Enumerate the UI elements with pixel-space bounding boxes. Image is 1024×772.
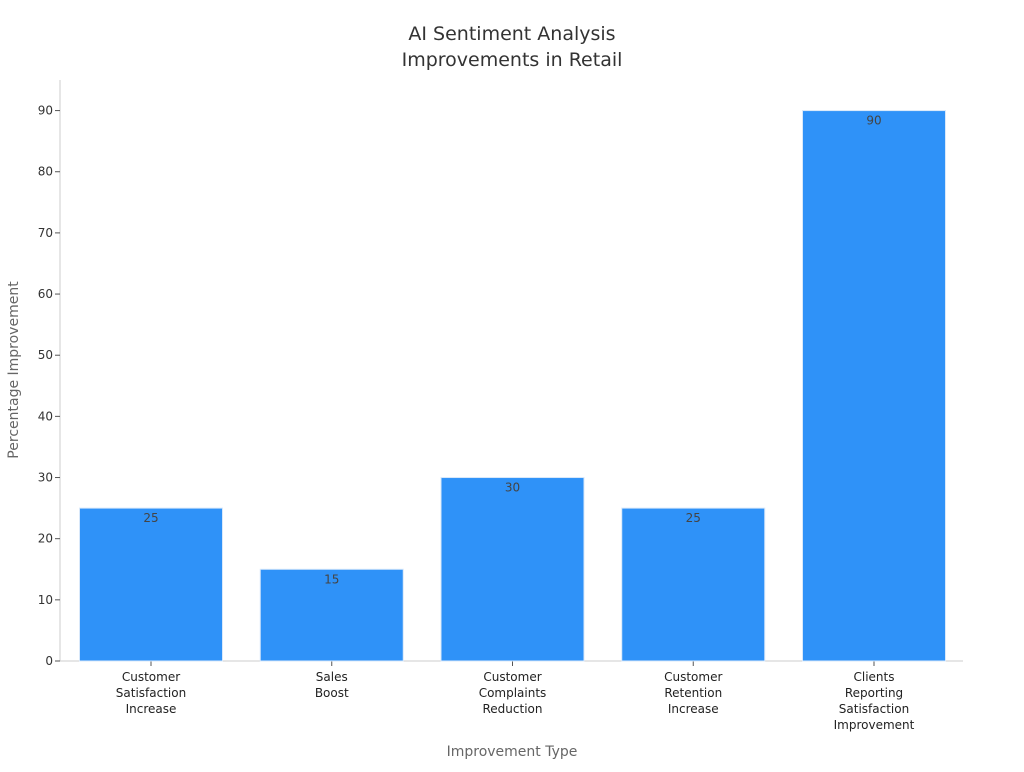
data-labels: 25 15 30 25 90 [143,114,881,587]
x-tick-label-line: Reduction [483,702,543,716]
bars [79,110,946,662]
y-tick-label: 30 [38,471,53,485]
y-tick-label: 10 [38,593,53,607]
y-tick-label: 90 [38,104,53,118]
x-tick-label-line: Retention [664,686,722,700]
bar [79,507,223,662]
y-tick-label: 40 [38,409,53,423]
bar-data-label: 30 [505,481,520,495]
y-tick-label: 50 [38,348,53,362]
y-axis: 0 10 20 30 40 50 60 70 80 90 [38,80,61,668]
x-tick-label-line: Satisfaction [839,702,909,716]
bar-data-label: 90 [866,114,881,128]
bar-data-label: 25 [686,511,701,525]
x-tick-label-line: Customer [664,670,722,684]
x-tick-label-line: Increase [668,702,719,716]
x-tick-label-line: Customer [122,670,180,684]
x-axis-title: Improvement Type [447,744,578,760]
bar [440,477,585,662]
x-tick-label-line: Clients [854,670,895,684]
x-tick-label-line: Customer [483,670,541,684]
y-tick-label: 0 [45,654,53,668]
bar [802,110,946,662]
bar-data-label: 15 [324,572,339,586]
x-tick-label: Sales Boost [315,670,349,700]
x-tick-label: Customer Satisfaction Increase [116,670,186,716]
x-tick-label-line: Satisfaction [116,686,186,700]
x-tick-label: Customer Retention Increase [664,670,722,716]
y-tick-label: 70 [38,226,53,240]
bar-data-label: 25 [143,511,158,525]
y-tick-label: 60 [38,287,53,301]
x-tick-label-line: Improvement [834,718,915,732]
chart-title-line: Improvements in Retail [402,49,623,71]
x-tick-label-line: Increase [126,702,177,716]
y-axis-title: Percentage Improvement [6,281,22,459]
chart-title-line: AI Sentiment Analysis [408,23,615,45]
y-tick-label: 20 [38,532,53,546]
x-tick-label-line: Complaints [479,686,547,700]
x-tick-label: Customer Complaints Reduction [479,670,547,716]
y-tick-label: 80 [38,165,53,179]
bar [259,568,404,662]
x-axis: Customer Satisfaction Increase Sales Boost Cu… [60,660,963,732]
x-tick-label-line: Boost [315,686,349,700]
bar [621,507,766,662]
x-tick-label-line: Reporting [845,686,903,700]
x-tick-label: Clients Reporting Satisfaction Improvement [834,670,915,732]
x-tick-label-line: Sales [316,670,348,684]
chart-title: AI Sentiment Analysis Improvements in Ret… [402,23,623,71]
